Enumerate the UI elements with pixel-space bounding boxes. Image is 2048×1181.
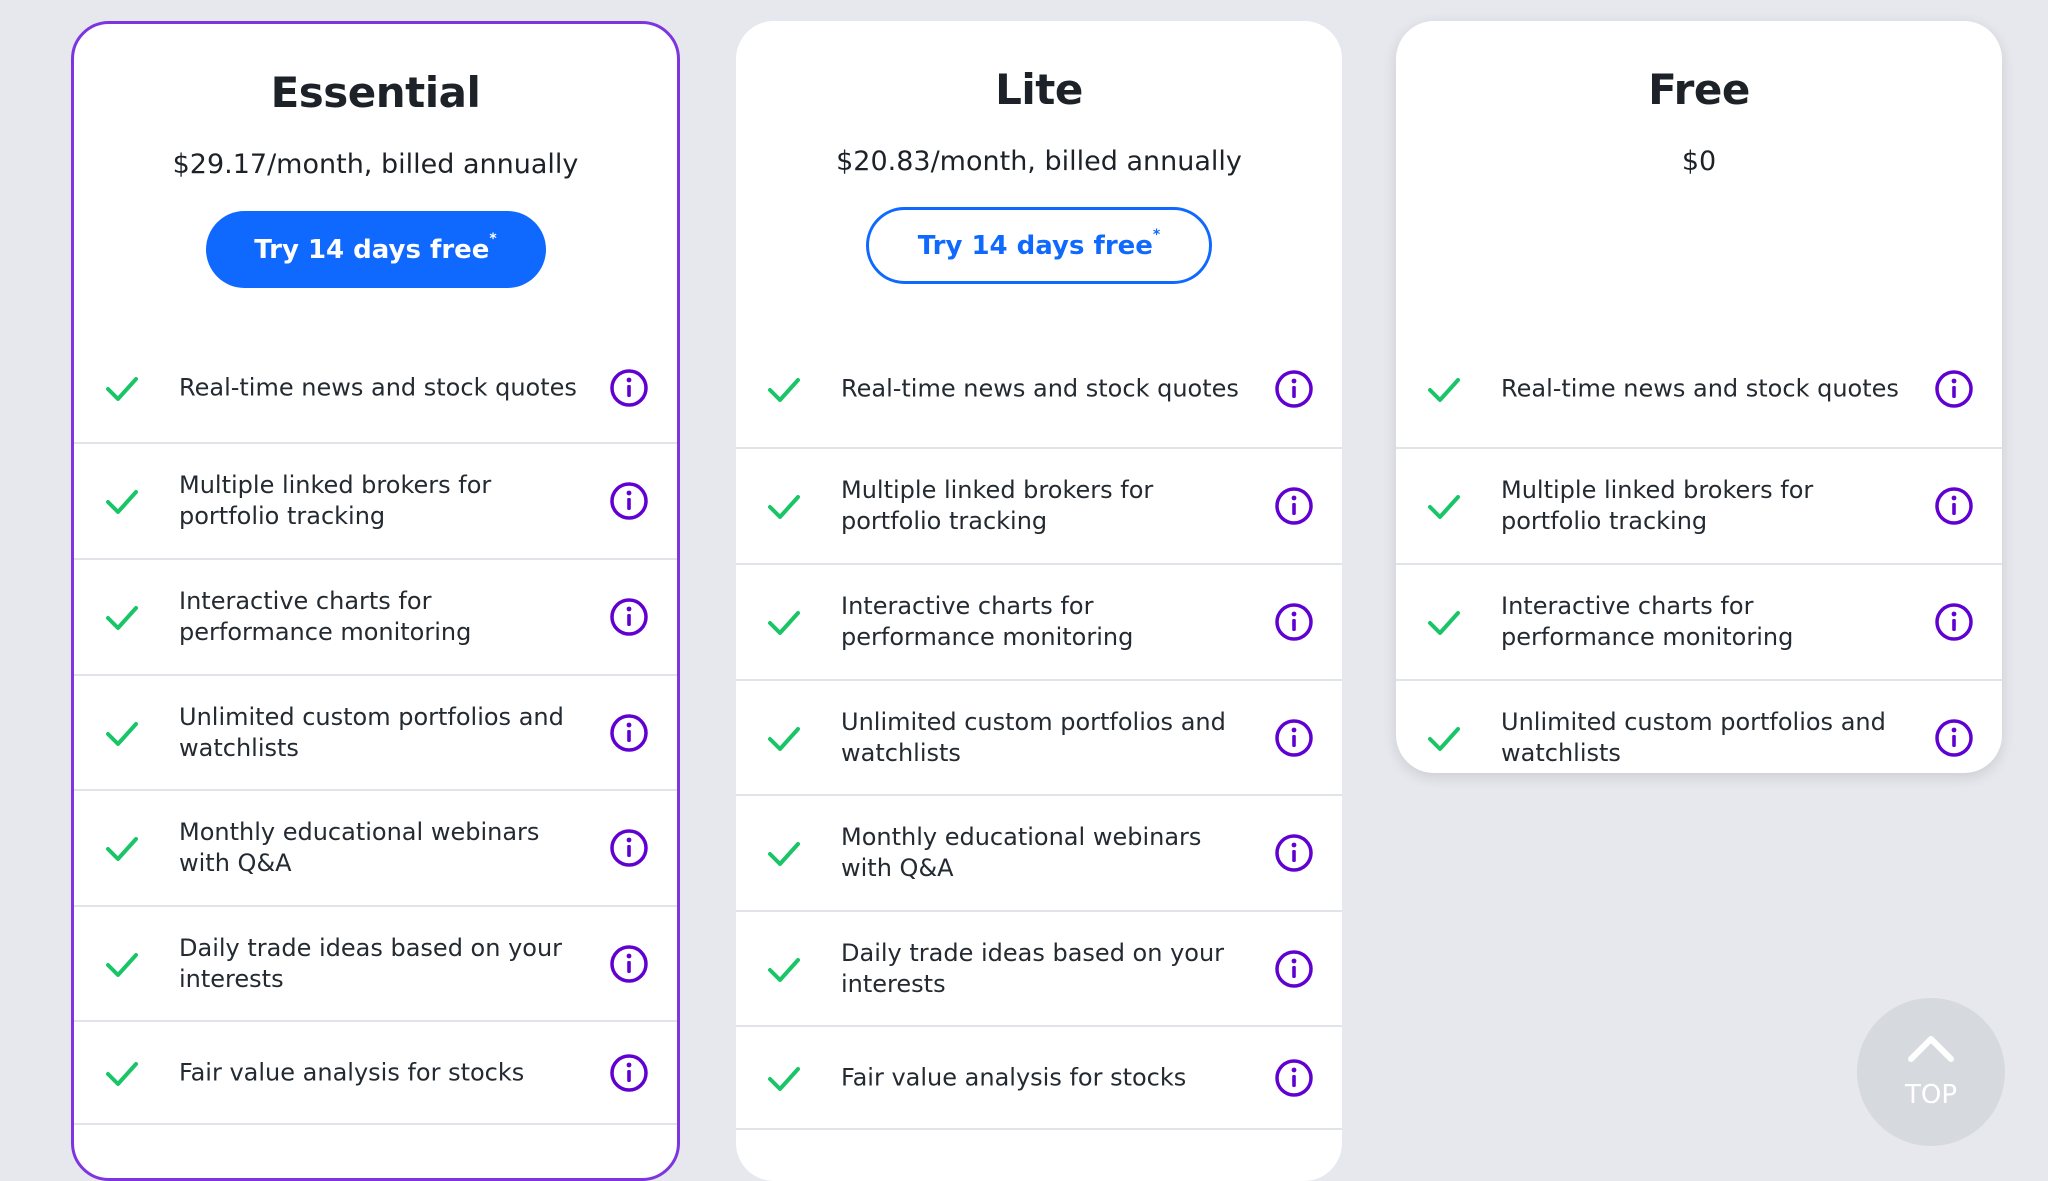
- info-icon[interactable]: [1934, 369, 1974, 409]
- feature-row: Interactive charts for performance monit…: [74, 558, 677, 674]
- try-free-button[interactable]: Try 14 days free*: [205, 211, 546, 288]
- check-icon: [768, 842, 800, 866]
- check-icon: [1428, 611, 1460, 635]
- feature-list: Real-time news and stock quotes Multiple…: [1396, 331, 2002, 773]
- back-to-top-button[interactable]: TOP: [1857, 998, 2005, 1146]
- check-icon: [106, 721, 138, 746]
- info-icon[interactable]: [1274, 833, 1314, 873]
- info-icon[interactable]: [609, 713, 649, 753]
- feature-row: Monthly educational webinars with Q&A: [74, 789, 677, 905]
- feature-text: Unlimited custom portfolios and watchlis…: [1501, 707, 1886, 767]
- feature-row: Unlimited custom portfolios and watchlis…: [736, 679, 1342, 794]
- feature-row: Interactive charts for performance monit…: [736, 563, 1342, 679]
- feature-row-partial: [74, 1123, 677, 1178]
- feature-text: Monthly educational webinars with Q&A: [179, 818, 540, 877]
- plan-card-lite: Lite $20.83/month, billed annually Try 1…: [736, 21, 1342, 1181]
- info-icon[interactable]: [609, 368, 649, 408]
- plan-price: $20.83/month, billed annually: [836, 146, 1242, 177]
- info-icon[interactable]: [1934, 486, 1974, 526]
- feature-row: Real-time news and stock quotes: [736, 331, 1342, 447]
- check-icon: [106, 1061, 138, 1086]
- feature-row: Multiple linked brokers for portfolio tr…: [736, 447, 1342, 563]
- info-icon[interactable]: [1274, 369, 1314, 409]
- feature-text: Interactive charts for performance monit…: [179, 587, 472, 646]
- check-icon: [106, 606, 138, 630]
- check-icon: [768, 957, 800, 982]
- check-icon: [768, 495, 800, 519]
- feature-text: Interactive charts for performance monit…: [841, 592, 1134, 651]
- check-icon: [768, 378, 800, 402]
- info-icon[interactable]: [1934, 602, 1974, 642]
- check-icon: [106, 490, 138, 514]
- info-icon[interactable]: [1274, 1058, 1314, 1098]
- feature-text: Multiple linked brokers for portfolio tr…: [1501, 476, 1814, 535]
- feature-text: Multiple linked brokers for portfolio tr…: [841, 476, 1154, 535]
- feature-row: Real-time news and stock quotes: [74, 334, 677, 442]
- feature-row: Unlimited custom portfolios and watchlis…: [74, 674, 677, 789]
- back-to-top-label: TOP: [1904, 1080, 1958, 1110]
- plan-title: Essential: [270, 68, 481, 117]
- feature-row: Unlimited custom portfolios and watchlis…: [1396, 679, 2002, 773]
- feature-text: Fair value analysis for stocks: [841, 1063, 1187, 1091]
- info-icon[interactable]: [609, 1053, 649, 1093]
- feature-text: Fair value analysis for stocks: [179, 1058, 525, 1086]
- feature-row: Multiple linked brokers for portfolio tr…: [1396, 447, 2002, 563]
- info-icon[interactable]: [1274, 718, 1314, 758]
- info-icon[interactable]: [609, 481, 649, 521]
- check-icon: [106, 952, 138, 977]
- info-icon[interactable]: [609, 828, 649, 868]
- check-icon: [1428, 726, 1460, 751]
- feature-text: Daily trade ideas based on your interest…: [179, 933, 563, 993]
- check-icon: [106, 377, 138, 401]
- feature-row: Daily trade ideas based on your interest…: [736, 910, 1342, 1025]
- check-icon: [768, 1066, 800, 1091]
- plan-header: Essential $29.17/month, billed annually …: [74, 24, 677, 334]
- check-icon: [106, 837, 138, 861]
- feature-list: Real-time news and stock quotes Multiple…: [736, 331, 1342, 1181]
- check-icon: [1428, 495, 1460, 519]
- feature-row: Multiple linked brokers for portfolio tr…: [74, 442, 677, 558]
- feature-text: Interactive charts for performance monit…: [1501, 592, 1794, 651]
- try-free-button[interactable]: Try 14 days free*: [866, 207, 1212, 284]
- plan-title: Lite: [995, 65, 1083, 114]
- info-icon[interactable]: [1274, 949, 1314, 989]
- info-icon[interactable]: [609, 597, 649, 637]
- check-icon: [768, 726, 800, 751]
- feature-row: Fair value analysis for stocks: [736, 1025, 1342, 1128]
- info-icon[interactable]: [1274, 602, 1314, 642]
- feature-row-partial: [736, 1128, 1342, 1181]
- plan-card-free: Free $0 Real-time news and stock quotes …: [1396, 21, 2002, 773]
- footnote-mark: *: [489, 230, 497, 247]
- feature-text: Daily trade ideas based on your interest…: [841, 938, 1225, 998]
- feature-row: Monthly educational webinars with Q&A: [736, 794, 1342, 910]
- feature-text: Multiple linked brokers for portfolio tr…: [179, 471, 492, 530]
- chevron-up-icon: [1908, 1036, 1954, 1062]
- plan-price: $29.17/month, billed annually: [172, 149, 579, 180]
- check-icon: [768, 611, 800, 635]
- footnote-mark: *: [1152, 226, 1161, 243]
- feature-row: Daily trade ideas based on your interest…: [74, 905, 677, 1020]
- feature-text: Monthly educational webinars with Q&A: [841, 823, 1202, 882]
- plan-card-essential: Essential $29.17/month, billed annually …: [71, 21, 680, 1181]
- try-free-label: Try 14 days free: [917, 230, 1153, 261]
- feature-list: Real-time news and stock quotes Multiple…: [74, 334, 677, 1178]
- plan-header: Free $0: [1396, 21, 2002, 331]
- check-icon: [1428, 378, 1460, 402]
- feature-text: Unlimited custom portfolios and watchlis…: [179, 702, 564, 762]
- info-icon[interactable]: [609, 944, 649, 984]
- feature-row: Real-time news and stock quotes: [1396, 331, 2002, 447]
- feature-text: Real-time news and stock quotes: [841, 374, 1239, 403]
- feature-text: Unlimited custom portfolios and watchlis…: [841, 707, 1226, 767]
- feature-row: Interactive charts for performance monit…: [1396, 563, 2002, 679]
- feature-text: Real-time news and stock quotes: [1501, 374, 1899, 403]
- info-icon[interactable]: [1934, 718, 1974, 758]
- try-free-label: Try 14 days free: [254, 234, 490, 265]
- feature-row: Fair value analysis for stocks: [74, 1020, 677, 1123]
- info-icon[interactable]: [1274, 486, 1314, 526]
- plan-title: Free: [1648, 65, 1750, 114]
- plan-header: Lite $20.83/month, billed annually Try 1…: [736, 21, 1342, 331]
- feature-text: Real-time news and stock quotes: [179, 373, 577, 402]
- plan-price: $0: [1681, 146, 1717, 177]
